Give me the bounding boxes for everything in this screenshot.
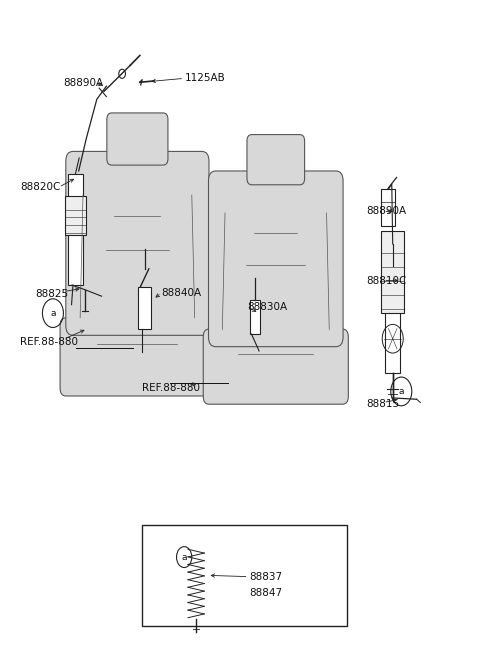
Text: 88837: 88837 [250,572,283,582]
Text: 88890A: 88890A [63,78,104,88]
Bar [68,174,83,285]
Text: a: a [398,387,404,396]
FancyBboxPatch shape [208,171,343,346]
Text: 88840A: 88840A [161,288,202,298]
Text: 88830A: 88830A [247,302,288,312]
Bar [251,300,260,334]
Text: 1125AB: 1125AB [185,73,226,83]
Bar [65,196,86,235]
FancyBboxPatch shape [107,113,168,165]
Text: 88890A: 88890A [366,206,407,216]
Text: REF.88-880: REF.88-880 [142,383,200,392]
Text: 88810C: 88810C [366,276,407,286]
Bar [138,287,151,329]
Text: 88825: 88825 [35,289,68,299]
Bar [385,265,400,373]
Text: REF.88-880: REF.88-880 [21,337,78,347]
FancyBboxPatch shape [203,329,348,404]
FancyBboxPatch shape [247,134,305,185]
Text: a: a [181,553,187,561]
Text: 88847: 88847 [250,588,283,598]
Bar [381,231,404,313]
FancyBboxPatch shape [60,318,215,396]
Text: 88815: 88815 [366,400,399,409]
FancyBboxPatch shape [66,151,209,335]
Text: a: a [50,309,56,318]
Bar [142,525,348,626]
Text: 88820C: 88820C [21,182,61,193]
Bar [381,189,395,227]
